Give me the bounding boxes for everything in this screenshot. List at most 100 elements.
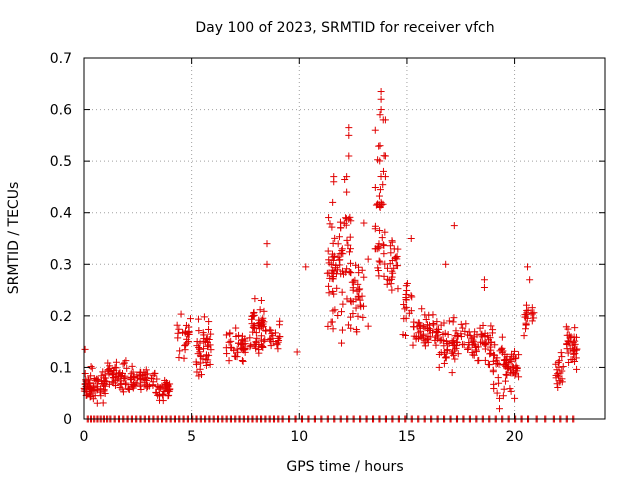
data-point <box>99 399 107 407</box>
data-point <box>160 387 168 395</box>
data-point <box>177 310 185 318</box>
data-point <box>565 338 573 346</box>
data-point <box>462 320 470 328</box>
y-tick-label: 0.2 <box>50 309 72 325</box>
data-point <box>194 315 202 323</box>
data-point <box>381 228 389 236</box>
data-point <box>487 338 495 346</box>
data-point <box>197 359 205 367</box>
data-point <box>400 315 408 323</box>
data-point <box>179 328 187 336</box>
data-point <box>481 356 489 364</box>
data-point <box>392 261 400 269</box>
data-point <box>376 111 384 119</box>
data-point <box>239 357 247 365</box>
data-point <box>325 289 333 297</box>
data-point <box>558 353 566 361</box>
y-tick-label: 0.1 <box>50 360 72 376</box>
data-point <box>553 370 561 378</box>
data-point <box>553 366 561 374</box>
data-point <box>386 242 394 250</box>
data-point <box>87 363 95 371</box>
x-axis-title: GPS time / hours <box>286 459 403 475</box>
data-point <box>252 344 260 352</box>
data-point <box>493 389 501 397</box>
data-point <box>352 304 360 312</box>
data-point <box>440 319 448 327</box>
data-point <box>205 325 213 333</box>
data-point <box>123 364 131 372</box>
data-point <box>247 341 255 349</box>
data-point <box>498 333 506 341</box>
data-point <box>421 311 429 319</box>
data-point <box>354 293 362 301</box>
data-point <box>457 320 465 328</box>
data-point <box>450 222 458 230</box>
data-point <box>165 391 173 399</box>
data-point <box>332 262 340 270</box>
data-point <box>137 386 145 394</box>
data-point <box>246 343 254 351</box>
data-point <box>343 236 351 244</box>
data-point <box>125 386 133 394</box>
data-point <box>511 355 519 363</box>
data-point <box>267 326 275 334</box>
data-point <box>388 286 396 294</box>
data-point <box>128 362 136 370</box>
data-point <box>442 260 450 268</box>
data-point <box>474 357 482 365</box>
data-point <box>346 213 354 221</box>
data-point <box>465 339 473 347</box>
data-point <box>205 318 213 326</box>
data-point <box>387 249 395 257</box>
data-point <box>329 325 337 333</box>
data-point <box>422 316 430 324</box>
data-point <box>429 320 437 328</box>
data-point <box>200 331 208 339</box>
data-point <box>227 337 235 345</box>
data-point <box>233 345 241 353</box>
data-point <box>330 253 338 261</box>
data-point <box>530 309 538 317</box>
data-point <box>377 106 385 114</box>
data-point <box>129 384 137 392</box>
data-point <box>255 325 263 333</box>
data-point <box>444 331 452 339</box>
data-point <box>497 346 505 354</box>
data-point <box>377 198 385 206</box>
data-point <box>226 329 234 337</box>
x-tick-label: 5 <box>187 429 196 445</box>
data-point <box>325 282 333 290</box>
data-point <box>564 325 572 333</box>
data-point <box>329 198 337 206</box>
data-point <box>119 369 127 377</box>
data-point <box>379 181 387 189</box>
data-point <box>127 370 135 378</box>
data-point <box>559 363 567 371</box>
data-point <box>491 341 499 349</box>
data-point <box>274 345 282 353</box>
data-point <box>433 318 441 326</box>
data-point <box>377 95 385 103</box>
data-point <box>192 358 200 366</box>
data-point <box>222 331 230 339</box>
data-point <box>100 386 108 394</box>
data-point <box>400 301 408 309</box>
data-point <box>339 300 347 308</box>
data-point <box>380 242 388 250</box>
data-point <box>452 327 460 335</box>
data-point <box>375 272 383 280</box>
data-point <box>330 178 338 186</box>
data-point <box>381 152 389 160</box>
data-point <box>374 245 382 253</box>
data-point <box>374 156 382 164</box>
data-point <box>196 339 204 347</box>
data-point <box>470 351 478 359</box>
data-point <box>256 306 264 314</box>
data-point <box>276 332 284 340</box>
data-point <box>435 325 443 333</box>
data-point <box>354 312 362 320</box>
data-point <box>253 334 261 342</box>
data-point <box>112 369 120 377</box>
data-point <box>445 317 453 325</box>
